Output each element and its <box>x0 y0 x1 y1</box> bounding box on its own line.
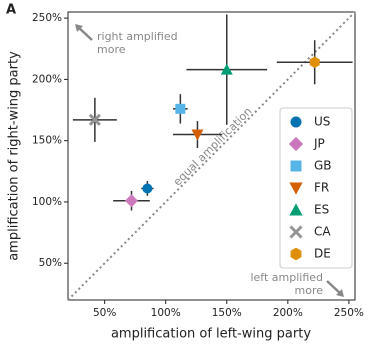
annotation: more <box>295 284 324 297</box>
x-tick-label: 200% <box>273 307 303 319</box>
marker <box>289 225 303 239</box>
y-tick-label: 150% <box>32 135 62 147</box>
legend-label: DE <box>314 247 331 261</box>
diagonal-label: equal amplification <box>171 105 255 189</box>
marker <box>290 160 302 172</box>
y-tick-label: 250% <box>32 12 62 24</box>
y-tick-label: 50% <box>39 257 62 269</box>
panel-label: A <box>6 3 16 18</box>
marker <box>88 113 101 126</box>
marker <box>309 56 320 68</box>
y-tick-label: 100% <box>32 196 62 208</box>
annotation-arrowhead <box>336 289 344 297</box>
x-tick-label: 250% <box>334 307 364 319</box>
marker <box>175 103 186 114</box>
legend-label: JP <box>313 137 325 151</box>
marker <box>289 203 303 216</box>
marker <box>220 63 233 75</box>
legend-label: GB <box>314 159 332 173</box>
annotation: left amplified <box>250 271 323 284</box>
marker <box>289 182 303 195</box>
marker <box>290 116 302 128</box>
x-axis-label: amplification of left-wing party <box>111 327 311 342</box>
plot-area <box>67 11 356 301</box>
legend-label: ES <box>314 203 329 217</box>
annotation: more <box>97 43 126 56</box>
y-axis-label: amplification of right-wing party <box>7 51 22 261</box>
x-tick-label: 50% <box>93 307 116 319</box>
legend-label: US <box>314 115 330 129</box>
annotation: right amplified <box>97 30 178 43</box>
y-tick-label: 200% <box>32 73 62 85</box>
marker <box>290 247 302 261</box>
marker <box>191 129 204 141</box>
legend-label: FR <box>314 181 329 195</box>
marker <box>288 136 304 152</box>
legend-label: CA <box>314 225 331 239</box>
x-tick-label: 150% <box>212 307 242 319</box>
marker <box>142 183 153 194</box>
x-tick-label: 100% <box>151 307 181 319</box>
annotation-arrowhead <box>75 24 83 32</box>
marker <box>125 194 139 208</box>
